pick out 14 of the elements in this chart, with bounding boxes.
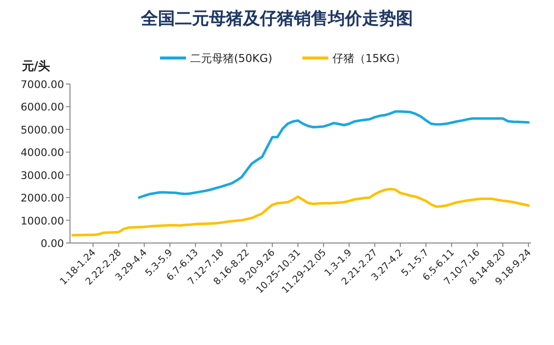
y-tick-label: 7000.00 (20, 79, 64, 91)
y-tick-label: 0.00 (40, 238, 64, 250)
y-tick-label: 2000.00 (20, 192, 64, 205)
y-tick-label: 5000.00 (20, 124, 64, 136)
y-axis-title: 元/头 (20, 59, 50, 73)
y-tick-label: 3000.00 (20, 170, 64, 182)
y-tick-label: 6000.00 (20, 102, 64, 114)
line-series (71, 188, 530, 237)
chart-title: 全国二元母猪及仔猪销售均价走势图 (140, 9, 413, 28)
line-series (138, 110, 530, 199)
y-tick-label: 1000.00 (20, 215, 64, 228)
legend-label: 仔猪（15KG） (332, 52, 406, 65)
legend-label: 二元母猪(50KG) (190, 52, 272, 65)
y-tick-label: 4000.00 (20, 147, 64, 160)
